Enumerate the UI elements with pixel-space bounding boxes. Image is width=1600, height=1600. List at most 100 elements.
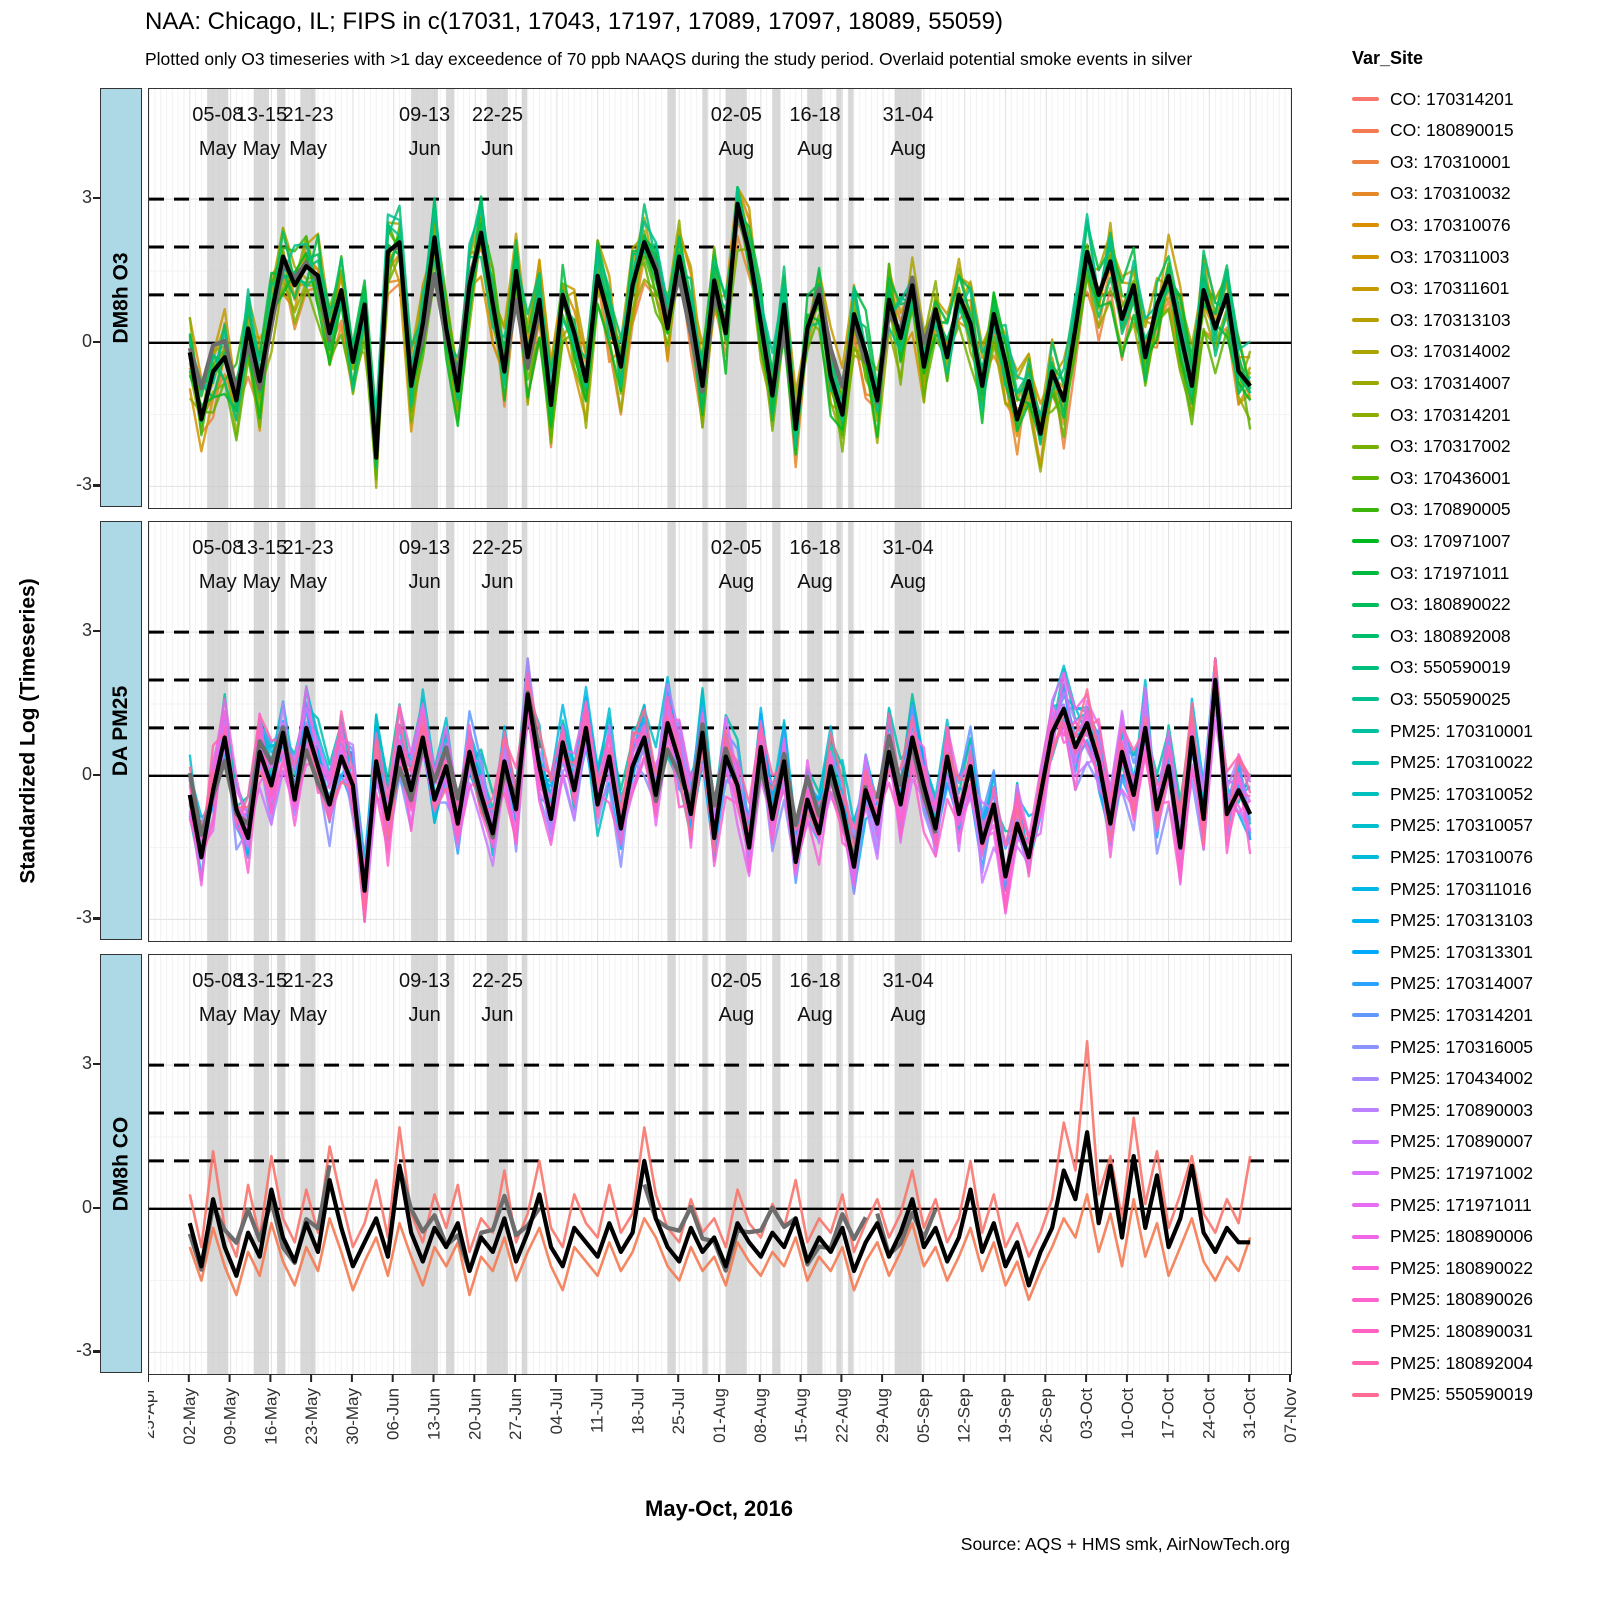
legend-item: PM25: 170310052: [1352, 783, 1533, 805]
legend-swatch: [1352, 1139, 1379, 1144]
legend-item: PM25: 171971002: [1352, 1162, 1533, 1184]
mean-line: [187, 201, 1252, 460]
legend-swatch: [1352, 476, 1379, 481]
x-tick-label: 30-May: [343, 1388, 362, 1445]
legend-swatch: [1352, 760, 1379, 765]
x-tick-label: 31-Oct: [1240, 1388, 1259, 1439]
legend-item: O3: 171971011: [1352, 562, 1509, 584]
legend-item-label: O3: 170314002: [1390, 341, 1511, 362]
legend-swatch: [1352, 539, 1379, 544]
event-label-range: 05-08: [192, 104, 243, 126]
y-tick-label: 0: [81, 330, 92, 351]
event-label-range: 21-23: [283, 970, 334, 992]
pm25-chart: 05-08May13-15May21-23May09-13Jun22-25Jun…: [149, 522, 1291, 941]
legend-swatch: [1352, 191, 1379, 196]
legend-swatch: [1352, 571, 1379, 575]
legend-item: CO: 180890015: [1352, 120, 1514, 142]
legend-swatch: [1352, 792, 1379, 797]
legend-item: PM25: 170310076: [1352, 846, 1533, 868]
legend-item: O3: 170317002: [1352, 436, 1511, 458]
legend-item-label: PM25: 550590019: [1390, 1384, 1534, 1405]
smoke-band: [807, 955, 823, 1374]
smoke-band: [836, 89, 842, 508]
legend-item-label: CO: 180890015: [1390, 120, 1514, 141]
event-label-month: Jun: [408, 571, 440, 593]
x-tick-label: 11-Jul: [588, 1388, 607, 1433]
event-label-range: 31-04: [883, 970, 934, 992]
legend-swatch: [1352, 697, 1379, 702]
legend-item: PM25: 170434002: [1352, 1068, 1533, 1090]
legend-item: O3: 170310001: [1352, 151, 1511, 173]
legend-item: PM25: 550590019: [1352, 1384, 1533, 1406]
event-label-month: May: [289, 138, 327, 160]
legend-swatch: [1352, 950, 1379, 955]
event-label-range: 21-23: [283, 537, 334, 559]
legend-item-label: O3: 170436001: [1390, 467, 1511, 488]
event-label-month: May: [199, 1004, 237, 1026]
legend-item-label: O3: 170310076: [1390, 214, 1511, 235]
event-label-month: May: [289, 1004, 327, 1026]
legend-item: PM25: 180890006: [1352, 1226, 1533, 1248]
legend-item: PM25: 170313103: [1352, 910, 1533, 932]
event-label-month: May: [243, 138, 281, 160]
event-label-range: 09-13: [399, 970, 450, 992]
x-tick-label: 25-Apr: [148, 1388, 158, 1439]
legend-swatch: [1352, 602, 1379, 607]
legend-item-label: PM25: 170311016: [1390, 878, 1532, 899]
x-tick-label: 22-Aug: [832, 1388, 851, 1443]
legend-item-label: PM25: 180890026: [1390, 1289, 1534, 1310]
legend-swatch: [1352, 255, 1379, 259]
smoke-band: [836, 522, 842, 941]
x-tick-label: 18-Jul: [628, 1388, 647, 1434]
x-tick-label: 23-May: [302, 1388, 321, 1445]
legend-item-label: PM25: 170310076: [1390, 846, 1534, 867]
x-tick-label: 26-Sep: [1036, 1388, 1055, 1443]
x-tick-label: 17-Oct: [1159, 1388, 1178, 1439]
legend-item: PM25: 170310001: [1352, 720, 1533, 742]
legend-swatch: [1352, 1013, 1379, 1018]
legend-item: O3: 170436001: [1352, 467, 1511, 489]
event-label-range: 09-13: [399, 104, 450, 126]
legend-swatch: [1352, 1076, 1379, 1081]
legend-item-label: O3: 170890005: [1390, 499, 1511, 520]
legend-item: PM25: 170890007: [1352, 1131, 1533, 1153]
event-label-month: Jun: [481, 1004, 513, 1026]
legend-item: O3: 170311003: [1352, 246, 1509, 268]
legend-item-label: O3: 170311003: [1390, 246, 1510, 267]
x-tick-label: 03-Oct: [1077, 1388, 1096, 1439]
event-label-month: Aug: [890, 1004, 926, 1026]
legend-swatch: [1352, 1045, 1379, 1049]
event-label-range: 02-05: [711, 970, 762, 992]
facet-strip-co: DM8h CO: [100, 954, 142, 1373]
legend-swatch: [1352, 634, 1379, 639]
x-tick-label: 07-Nov: [1281, 1388, 1300, 1443]
legend-item: PM25: 180890031: [1352, 1320, 1533, 1342]
legend-item: PM25: 170310022: [1352, 752, 1533, 774]
legend-item: O3: 180890022: [1352, 594, 1511, 616]
legend-item: PM25: 180890022: [1352, 1257, 1533, 1279]
smoke-band: [207, 522, 229, 941]
panel-row-o3: DM8h O3 05-08 May 13-15 May 21-23 May 09-13 Jun…: [76, 88, 1292, 509]
legend-swatch: [1352, 918, 1379, 923]
legend-swatch: [1352, 97, 1379, 101]
event-label-month: Aug: [797, 1004, 833, 1026]
y-tick-mark: [93, 630, 100, 633]
event-label-month: May: [243, 1004, 281, 1026]
x-tick-label: 12-Sep: [955, 1388, 974, 1443]
x-tick-label: 06-Jun: [384, 1388, 403, 1440]
smoke-band: [848, 89, 854, 508]
legend-item: O3: 170890005: [1352, 499, 1511, 521]
legend-item-label: O3: 170311601: [1390, 278, 1510, 299]
legend-item: O3: 170310076: [1352, 214, 1511, 236]
legend-item: O3: 170314007: [1352, 372, 1511, 394]
smoke-mean-line: [748, 1205, 797, 1235]
x-tick-label: 24-Oct: [1199, 1388, 1218, 1439]
y-tick-label: -3: [75, 1340, 92, 1361]
legend-item-label: O3: 180890022: [1390, 594, 1511, 615]
event-label-month: Jun: [408, 1004, 440, 1026]
y-tick-mark: [93, 773, 100, 776]
legend-item: O3: 170311601: [1352, 278, 1509, 300]
event-label-range: 16-18: [789, 970, 840, 992]
legend-item: PM25: 170311016: [1352, 878, 1532, 900]
legend-item-label: O3: 170971007: [1390, 530, 1511, 551]
